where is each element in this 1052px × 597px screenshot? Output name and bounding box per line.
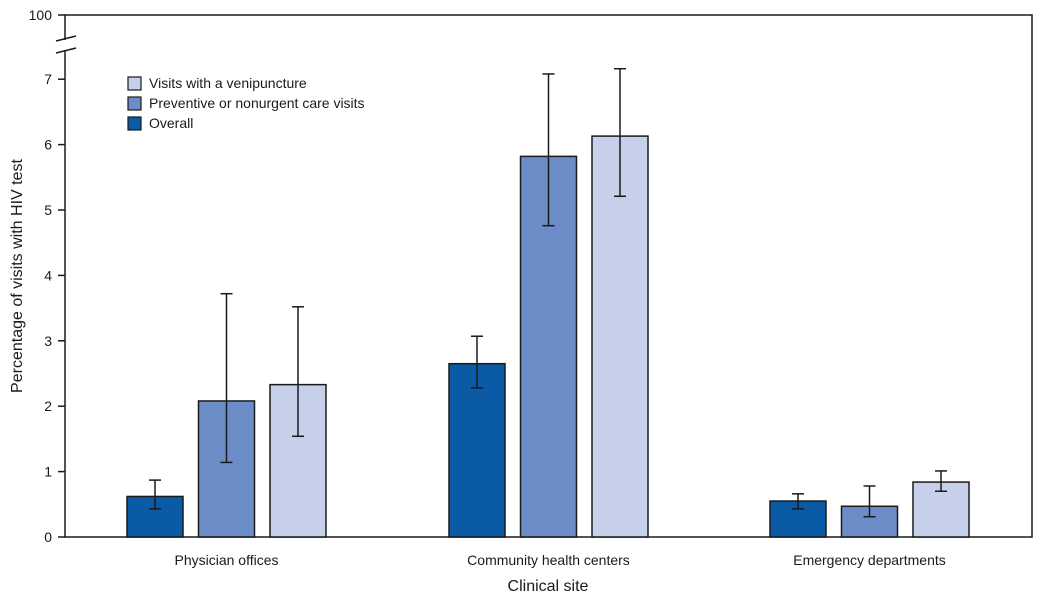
y-axis-ticks: 0 1 2 3 4 5 6 7 <box>44 71 65 545</box>
bar <box>269 383 327 538</box>
x-axis-title: Clinical site <box>508 578 589 595</box>
category-labels: Physician offices Community health center… <box>174 552 945 568</box>
y-tick-label: 7 <box>44 71 52 87</box>
y-tick-label: 6 <box>44 137 52 153</box>
bar <box>448 362 506 538</box>
x-category-label: Emergency departments <box>793 552 946 568</box>
error-bars <box>149 67 947 518</box>
y-axis-title: Percentage of visits with HIV test <box>9 159 26 393</box>
x-category-label: Community health centers <box>467 552 630 568</box>
axis-break-mark-lower <box>55 47 77 54</box>
y-tick-label: 5 <box>44 202 52 218</box>
y-tick-label: 2 <box>44 398 52 414</box>
legend-label: Visits with a venipuncture <box>149 75 307 91</box>
legend-swatch <box>127 96 142 111</box>
legend: Visits with a venipuncture Preventive or … <box>127 75 365 131</box>
legend-swatch <box>127 116 142 131</box>
y-tick-label: 0 <box>44 529 52 545</box>
y-tick-label: 3 <box>44 333 52 349</box>
x-category-label: Physician offices <box>174 552 278 568</box>
axis-break-mark-upper <box>55 35 77 42</box>
y-tick-label: 4 <box>44 267 52 283</box>
y-tick-label: 1 <box>44 464 52 480</box>
legend-swatch <box>127 76 142 91</box>
legend-label: Overall <box>149 115 193 131</box>
legend-label: Preventive or nonurgent care visits <box>149 95 365 111</box>
axis-break-gap <box>58 40 72 50</box>
y-tick-100-label: 100 <box>29 7 53 23</box>
